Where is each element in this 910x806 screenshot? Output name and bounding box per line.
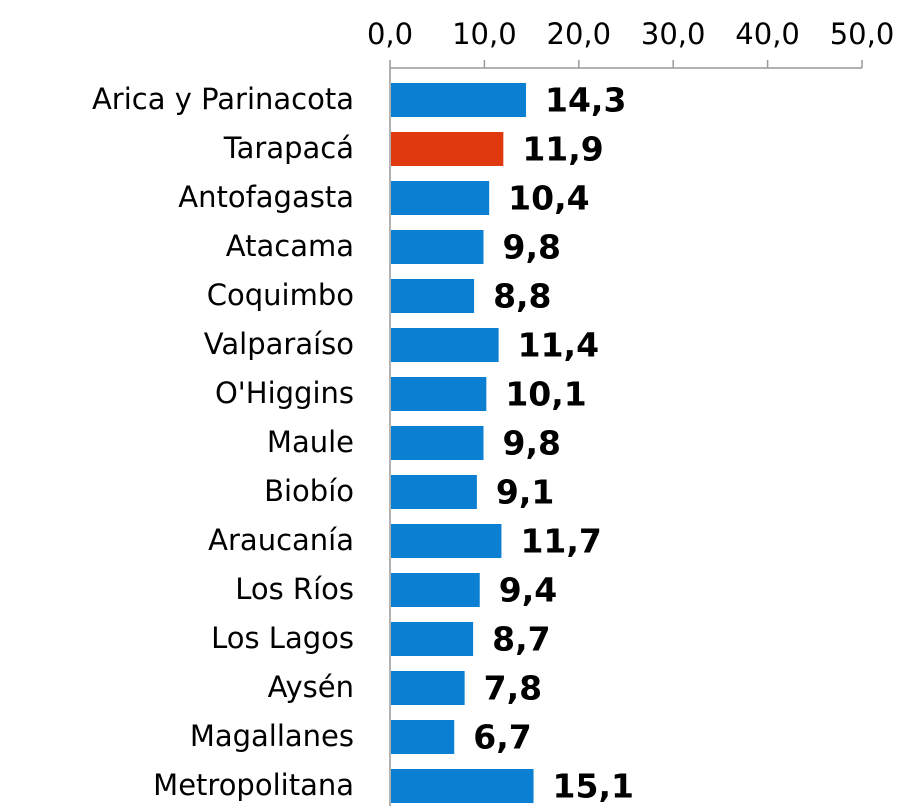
x-tick-label: 30,0 <box>641 17 706 51</box>
bar <box>391 181 490 215</box>
y-tick-label: Tarapacá <box>223 131 354 165</box>
bar <box>391 377 487 411</box>
y-tick-label: Aysén <box>268 670 354 704</box>
y-tick-label: Antofagasta <box>178 180 354 214</box>
y-tick-label: Magallanes <box>190 719 354 753</box>
bar <box>391 132 504 166</box>
value-label: 7,8 <box>484 669 542 708</box>
value-label: 15,1 <box>553 767 634 806</box>
bar <box>391 83 526 117</box>
y-tick-label: Metropolitana <box>153 768 354 802</box>
bar <box>391 769 534 803</box>
bar <box>391 524 502 558</box>
value-label: 10,1 <box>505 375 586 414</box>
value-label: 8,8 <box>493 277 551 316</box>
value-label: 11,7 <box>520 522 601 561</box>
y-tick-label: Atacama <box>226 229 354 263</box>
bar <box>391 622 474 656</box>
value-label: 11,4 <box>518 326 599 365</box>
x-tick-label: 40,0 <box>735 17 800 51</box>
y-tick-label: Valparaíso <box>204 327 354 361</box>
value-label: 9,8 <box>503 424 561 463</box>
y-tick-label: Araucanía <box>208 523 354 557</box>
y-tick-label: O'Higgins <box>215 376 354 410</box>
y-tick-label: Arica y Parinacota <box>92 82 354 116</box>
bar <box>391 671 465 705</box>
value-label: 14,3 <box>545 81 626 120</box>
bar <box>391 230 484 264</box>
x-tick-label: 0,0 <box>367 17 413 51</box>
x-tick-label: 20,0 <box>547 17 612 51</box>
y-tick-label: Biobío <box>264 474 354 508</box>
value-label: 11,9 <box>522 130 603 169</box>
x-tick-label: 50,0 <box>830 17 895 51</box>
bar <box>391 426 484 460</box>
y-tick-label: Los Lagos <box>211 621 354 655</box>
bar <box>391 475 477 509</box>
value-label: 6,7 <box>473 718 531 757</box>
y-tick-label: Coquimbo <box>207 278 354 312</box>
value-label: 9,1 <box>496 473 554 512</box>
value-label: 9,4 <box>499 571 557 610</box>
value-label: 10,4 <box>508 179 589 218</box>
bar <box>391 279 475 313</box>
value-label: 8,7 <box>492 620 550 659</box>
bar <box>391 328 499 362</box>
y-tick-label: Maule <box>267 425 354 459</box>
bar <box>391 720 455 754</box>
y-tick-label: Los Ríos <box>235 572 354 606</box>
x-tick-label: 10,0 <box>452 17 517 51</box>
bar <box>391 573 480 607</box>
value-label: 9,8 <box>503 228 561 267</box>
